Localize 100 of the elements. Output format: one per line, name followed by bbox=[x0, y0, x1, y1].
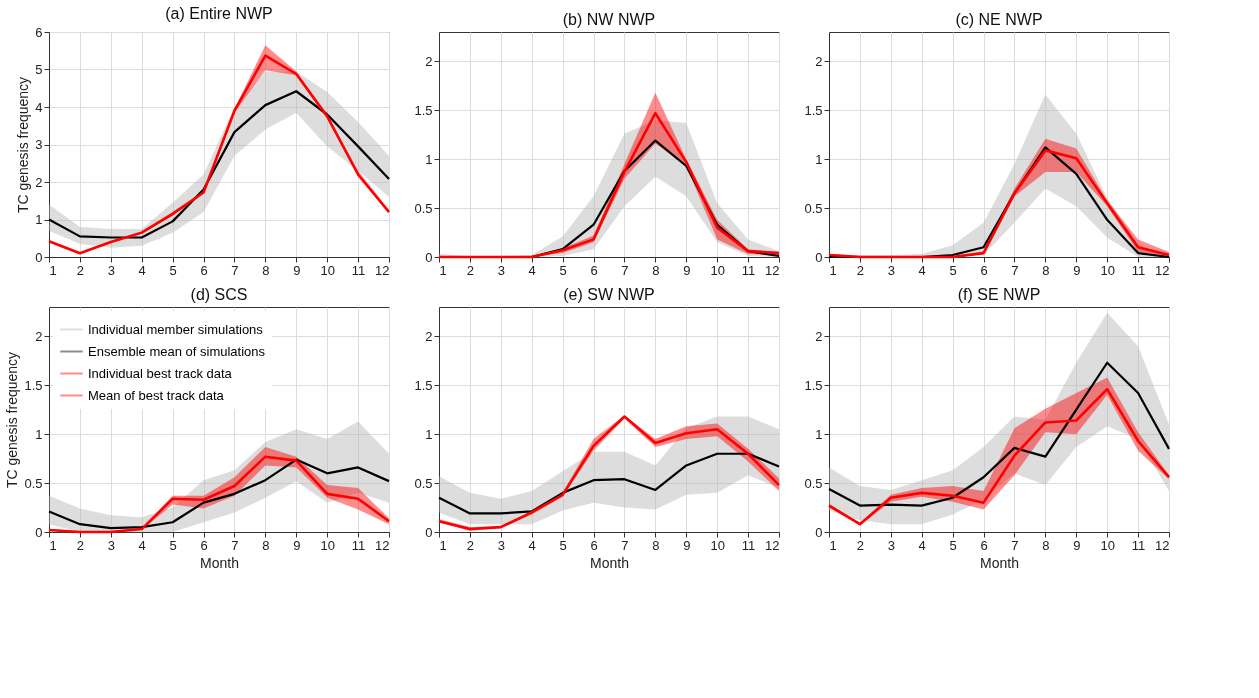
x-tick-label: 7 bbox=[1011, 262, 1019, 278]
x-tick-label: 12 bbox=[765, 262, 780, 278]
x-tick-label: 9 bbox=[683, 537, 691, 553]
x-tick-label: 12 bbox=[375, 537, 390, 553]
legend-label: Individual member simulations bbox=[88, 321, 264, 337]
x-tick-label: 6 bbox=[590, 537, 598, 553]
chart-title: (e) SW NWP bbox=[563, 286, 655, 303]
x-tick-label: 1 bbox=[829, 262, 837, 278]
legend-label: Ensemble mean of simulations bbox=[88, 343, 266, 359]
x-tick-label: 11 bbox=[741, 537, 756, 553]
x-tick-label: 3 bbox=[497, 262, 505, 278]
x-axis-title: Month bbox=[980, 554, 1019, 571]
x-tick-label: 5 bbox=[949, 262, 957, 278]
x-tick-label: 3 bbox=[887, 262, 895, 278]
y-tick-label: 0 bbox=[815, 249, 823, 265]
x-tick-label: 11 bbox=[1131, 262, 1146, 278]
x-tick-label: 5 bbox=[559, 262, 567, 278]
x-tick-label: 4 bbox=[528, 537, 536, 553]
y-tick-label: 6 bbox=[35, 24, 43, 40]
y-tick-label: 0 bbox=[425, 524, 433, 540]
x-tick-label: 9 bbox=[683, 262, 691, 278]
chart-title: (c) NE NWP bbox=[955, 11, 1043, 28]
x-tick-label: 8 bbox=[1042, 262, 1050, 278]
x-tick-label: 8 bbox=[652, 537, 660, 553]
x-tick-label: 12 bbox=[765, 537, 780, 553]
y-tick-label: 2 bbox=[425, 328, 433, 344]
x-tick-label: 6 bbox=[590, 262, 598, 278]
y-tick-label: 1 bbox=[815, 426, 823, 442]
y-tick-label: 1.5 bbox=[804, 102, 823, 118]
line-series bbox=[47, 90, 391, 239]
x-tick-label: 10 bbox=[1100, 262, 1115, 278]
x-axis-title: Month bbox=[200, 554, 239, 571]
x-tick-label: 6 bbox=[200, 262, 208, 278]
legend-label: Mean of best track data bbox=[88, 387, 225, 403]
x-tick-label: 10 bbox=[320, 537, 335, 553]
x-tick-label: 2 bbox=[76, 262, 85, 278]
x-tick-label: 1 bbox=[439, 537, 447, 553]
chart-title: (a) Entire NWP bbox=[165, 5, 273, 22]
x-tick-label: 8 bbox=[1042, 537, 1050, 553]
y-tick-label: 1.5 bbox=[804, 377, 823, 393]
x-tick-label: 10 bbox=[710, 537, 725, 553]
x-tick-label: 9 bbox=[293, 262, 301, 278]
y-tick-label: 1 bbox=[425, 426, 433, 442]
y-tick-label: 2 bbox=[815, 328, 823, 344]
x-tick-label: 1 bbox=[439, 262, 447, 278]
y-tick-label: 1 bbox=[425, 151, 433, 167]
x-tick-label: 10 bbox=[710, 262, 725, 278]
x-tick-label: 10 bbox=[1100, 537, 1115, 553]
y-tick-label: 0.5 bbox=[24, 475, 43, 491]
y-tick-label: 2 bbox=[425, 53, 433, 69]
line-series bbox=[437, 452, 781, 515]
y-tick-label: 0.5 bbox=[804, 200, 823, 216]
x-tick-label: 7 bbox=[621, 262, 629, 278]
x-tick-label: 7 bbox=[621, 537, 629, 553]
x-tick-label: 9 bbox=[293, 537, 301, 553]
x-tick-label: 8 bbox=[262, 262, 270, 278]
x-tick-label: 5 bbox=[169, 262, 177, 278]
x-tick-label: 5 bbox=[559, 537, 567, 553]
x-tick-label: 1 bbox=[829, 537, 837, 553]
y-tick-label: 0.5 bbox=[804, 475, 823, 491]
x-tick-label: 1 bbox=[49, 262, 57, 278]
y-tick-label: 0 bbox=[425, 249, 433, 265]
y-tick-label: 2 bbox=[35, 328, 43, 344]
x-tick-label: 3 bbox=[497, 537, 505, 553]
y-tick-label: 1 bbox=[35, 426, 43, 442]
y-tick-label: 0 bbox=[35, 524, 43, 540]
x-tick-label: 4 bbox=[138, 537, 146, 553]
x-tick-label: 3 bbox=[107, 262, 115, 278]
x-axis-title: Month bbox=[590, 554, 629, 571]
y-axis-title: TC genesis frequency bbox=[4, 351, 21, 489]
x-tick-label: 3 bbox=[107, 537, 115, 553]
y-tick-label: 4 bbox=[35, 99, 43, 115]
x-tick-label: 2 bbox=[466, 537, 475, 553]
x-tick-label: 12 bbox=[375, 262, 390, 278]
x-tick-label: 4 bbox=[918, 537, 926, 553]
x-tick-label: 2 bbox=[76, 537, 85, 553]
x-tick-label: 7 bbox=[1011, 537, 1019, 553]
x-tick-label: 9 bbox=[1073, 537, 1081, 553]
x-tick-label: 9 bbox=[1073, 262, 1081, 278]
x-tick-label: 6 bbox=[980, 262, 988, 278]
y-tick-label: 5 bbox=[35, 62, 43, 77]
x-tick-label: 11 bbox=[351, 262, 366, 278]
x-tick-label: 7 bbox=[231, 537, 239, 553]
x-tick-label: 12 bbox=[1155, 537, 1170, 553]
x-tick-label: 6 bbox=[980, 537, 988, 553]
x-tick-label: 6 bbox=[200, 537, 208, 553]
x-tick-label: 11 bbox=[1131, 537, 1146, 553]
y-tick-label: 0 bbox=[35, 249, 43, 265]
x-tick-label: 8 bbox=[262, 537, 270, 553]
y-tick-label: 0.5 bbox=[414, 475, 433, 491]
x-tick-label: 1 bbox=[49, 537, 57, 553]
x-tick-label: 2 bbox=[856, 537, 865, 553]
x-tick-label: 10 bbox=[320, 262, 335, 278]
y-tick-label: 0.5 bbox=[414, 200, 433, 216]
x-tick-label: 12 bbox=[1155, 262, 1170, 278]
chart-title: (d) SCS bbox=[190, 286, 248, 303]
y-tick-label: 1.5 bbox=[24, 377, 43, 393]
y-axis-title: TC genesis frequency bbox=[15, 76, 32, 214]
x-tick-label: 4 bbox=[918, 262, 926, 278]
y-tick-label: 1 bbox=[815, 151, 823, 167]
